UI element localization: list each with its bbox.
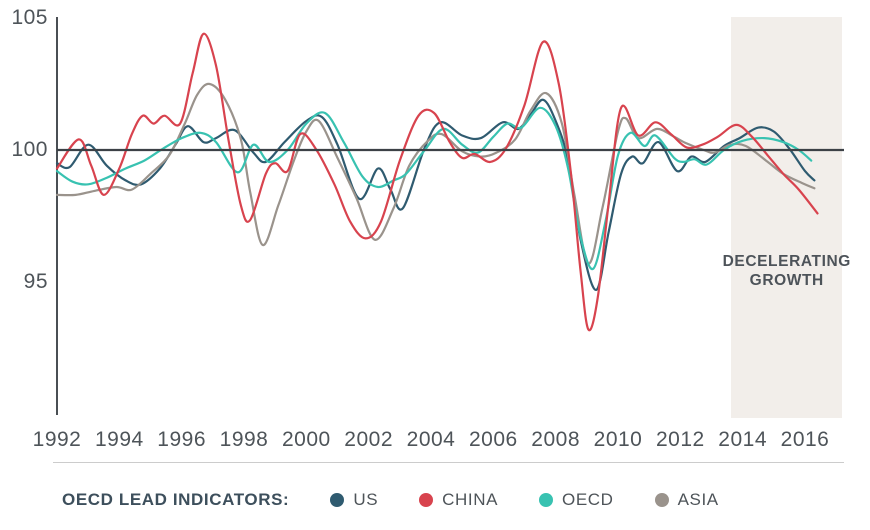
x-axis-label-2016: 2016 (780, 428, 830, 451)
legend-item-asia: ASIA (654, 490, 719, 510)
series-line-us (55, 98, 816, 292)
y-axis-label-105: 105 (11, 6, 48, 29)
x-axis-label-1998: 1998 (219, 428, 269, 451)
decelerating-growth-region (731, 17, 843, 418)
legend-label-oecd: OECD (562, 490, 614, 509)
legend-item-oecd: OECD (539, 490, 614, 510)
x-axis-label-2004: 2004 (406, 428, 456, 451)
legend-item-china: CHINA (419, 490, 498, 510)
legend-dot-asia (654, 493, 669, 507)
legend-label-asia: ASIA (677, 490, 719, 509)
x-axis-label-2000: 2000 (281, 428, 331, 451)
legend: OECD LEAD INDICATORS: US CHINA OECD ASIA (62, 488, 719, 512)
legend-label-china: CHINA (442, 490, 499, 509)
x-axis-label-2012: 2012 (655, 428, 705, 451)
legend-label-us: US (353, 490, 379, 509)
x-axis-label-2006: 2006 (468, 428, 518, 451)
x-axis-label-1994: 1994 (94, 428, 144, 451)
series-line-oecd (55, 106, 813, 270)
x-axis-label-2008: 2008 (531, 428, 581, 451)
legend-divider (53, 462, 844, 463)
legend-dot-oecd (539, 493, 554, 507)
x-axis-label-2002: 2002 (344, 428, 394, 451)
legend-dot-china (419, 493, 434, 507)
y-axis-label-100: 100 (11, 138, 48, 161)
decelerating-growth-label: DECELERATING GROWTH (722, 253, 851, 289)
x-axis-label-2014: 2014 (718, 428, 768, 451)
y-axis-label-95: 95 (23, 270, 48, 293)
x-axis-label-1992: 1992 (32, 428, 82, 451)
legend-title: OECD LEAD INDICATORS: (62, 490, 290, 509)
legend-dot-us (330, 493, 345, 507)
x-axis-label-1996: 1996 (157, 428, 207, 451)
legend-item-us: US (330, 490, 378, 510)
series-line-china (55, 32, 819, 332)
series-line-asia (55, 82, 816, 265)
x-axis-label-2010: 2010 (593, 428, 643, 451)
